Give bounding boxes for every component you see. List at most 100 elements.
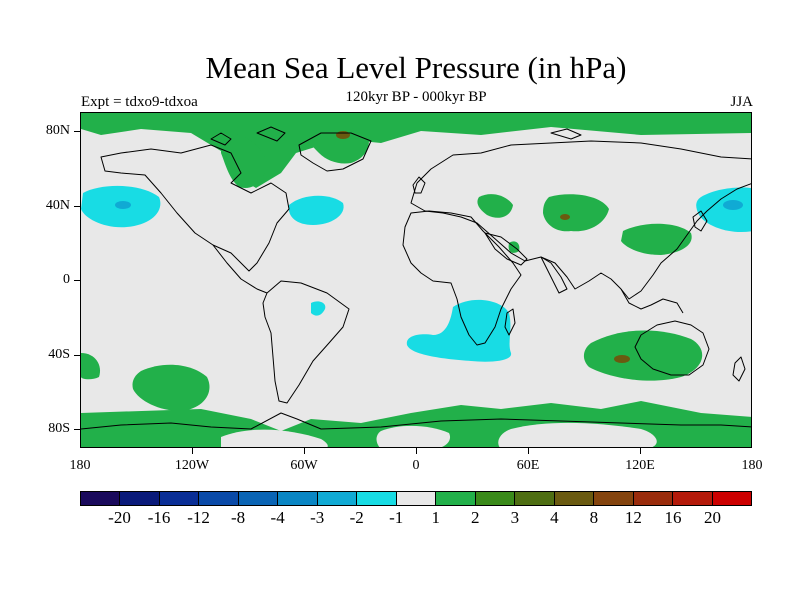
colorbar-label: -8 (231, 508, 246, 527)
central-asia-core (560, 214, 570, 220)
colorbar (80, 491, 752, 506)
colorbar-swatch (278, 492, 318, 505)
colorbar-label: -16 (147, 508, 171, 527)
lon-label-180w: 180 (69, 458, 91, 473)
experiment-label: Expt = tdxo9-tdxoa (81, 94, 198, 110)
lon-label-0: 0 (412, 458, 420, 473)
colorbar-label: 1 (431, 508, 441, 527)
new-zealand-coast (732, 356, 746, 382)
lon-tick (640, 448, 641, 454)
greenland-green (221, 132, 267, 188)
colorbar-swatch (238, 492, 279, 505)
north-atlantic-cyan (288, 195, 344, 225)
lat-label-0: 0 (63, 272, 70, 287)
arctic-islands (210, 126, 582, 146)
colorbar-label: -2 (349, 508, 364, 527)
world-map (80, 112, 752, 448)
southeast-asia-coast (620, 288, 684, 314)
north-america-coast (100, 144, 290, 272)
lat-label-80s: 80S (48, 421, 70, 436)
antarctic-gap (221, 429, 328, 447)
south-pacific-green (132, 364, 210, 411)
middle-east-green (477, 194, 513, 218)
lon-label-180e: 180 (741, 458, 763, 473)
greenland-coast (298, 132, 372, 172)
madagascar-coast (504, 308, 516, 336)
lon-tick (304, 448, 305, 454)
north-pacific-east-cyan (696, 187, 751, 232)
antarctic-gap-3 (376, 425, 450, 447)
arctic-core (336, 131, 350, 139)
colorbar-swatch (317, 492, 358, 505)
lon-tick (416, 448, 417, 454)
colorbar-label: 16 (664, 508, 682, 527)
lat-tick (74, 280, 80, 281)
colorbar-label: -4 (270, 508, 285, 527)
north-pacific-east-core (723, 200, 743, 210)
colorbar-swatch (357, 492, 397, 505)
lon-label-120w: 120W (174, 458, 210, 473)
colorbar-swatch (436, 492, 476, 505)
colorbar-swatch (475, 492, 516, 505)
colorbar-swatch (515, 492, 555, 505)
europe-asia-coast (410, 140, 751, 300)
colorbar-label: -20 (108, 508, 131, 527)
antarctica-coast (81, 412, 751, 430)
indian-ocean-green (583, 330, 703, 381)
southern-africa-cyan (406, 299, 512, 362)
uk-coast (412, 176, 426, 194)
positive-anomaly-regions (81, 113, 751, 447)
negative-anomaly-regions (81, 185, 751, 362)
lat-label-40s: 40S (48, 347, 70, 362)
colorbar-label: 4 (550, 508, 559, 527)
east-asia-green (621, 223, 692, 255)
lat-label-80n: 80N (45, 123, 70, 138)
season-label: JJA (730, 94, 753, 110)
australia-coast (634, 320, 710, 376)
map-canvas (81, 113, 751, 447)
colorbar-label: -1 (389, 508, 404, 527)
colorbar-swatch (120, 492, 160, 505)
colorbar-label: -12 (187, 508, 210, 527)
colorbar-swatch (594, 492, 634, 505)
colorbar-label: 3 (510, 508, 520, 527)
antarctic-gap-2 (498, 422, 657, 447)
lat-tick (74, 429, 80, 430)
colorbar-swatch (673, 492, 713, 505)
colorbar-swatch (159, 492, 200, 505)
colorbar-label: 12 (624, 508, 642, 527)
africa-coast (402, 210, 522, 346)
negative-anomaly-cores (115, 200, 743, 210)
colorbar-label: 2 (471, 508, 480, 527)
lat-tick (74, 206, 80, 207)
arabia-coast (484, 232, 528, 266)
japan-coast (692, 210, 708, 232)
south-atlantic-cyan-small (311, 301, 326, 316)
lat-tick (74, 355, 80, 356)
colorbar-swatch (81, 492, 121, 505)
central-asia-green (543, 194, 609, 232)
north-atlantic-green (306, 126, 369, 164)
central-america-coast (212, 244, 268, 294)
plot-subtitle: 120kyr BP - 000kyr BP (345, 89, 487, 105)
colorbar-swatch (396, 492, 437, 505)
colorbar-swatch (712, 492, 751, 505)
colorbar-swatch (554, 492, 595, 505)
colorbar-swatch (633, 492, 674, 505)
lon-label-120e: 120E (625, 458, 655, 473)
coastlines (81, 126, 751, 430)
colorbar-swatch (199, 492, 239, 505)
colorbar-label: 8 (589, 508, 599, 527)
southwest-pacific-green (81, 353, 101, 380)
north-pacific-west-core (115, 201, 131, 209)
lat-label-40n: 40N (45, 198, 70, 213)
colorbar-label: -3 (310, 508, 325, 527)
colorbar-label: 20 (703, 508, 721, 527)
lon-label-60e: 60E (516, 458, 540, 473)
lon-tick (192, 448, 193, 454)
india-coast (540, 256, 568, 294)
lat-tick (74, 131, 80, 132)
south-america-coast (262, 280, 350, 404)
lon-label-60w: 60W (290, 458, 318, 473)
lon-tick (528, 448, 529, 454)
